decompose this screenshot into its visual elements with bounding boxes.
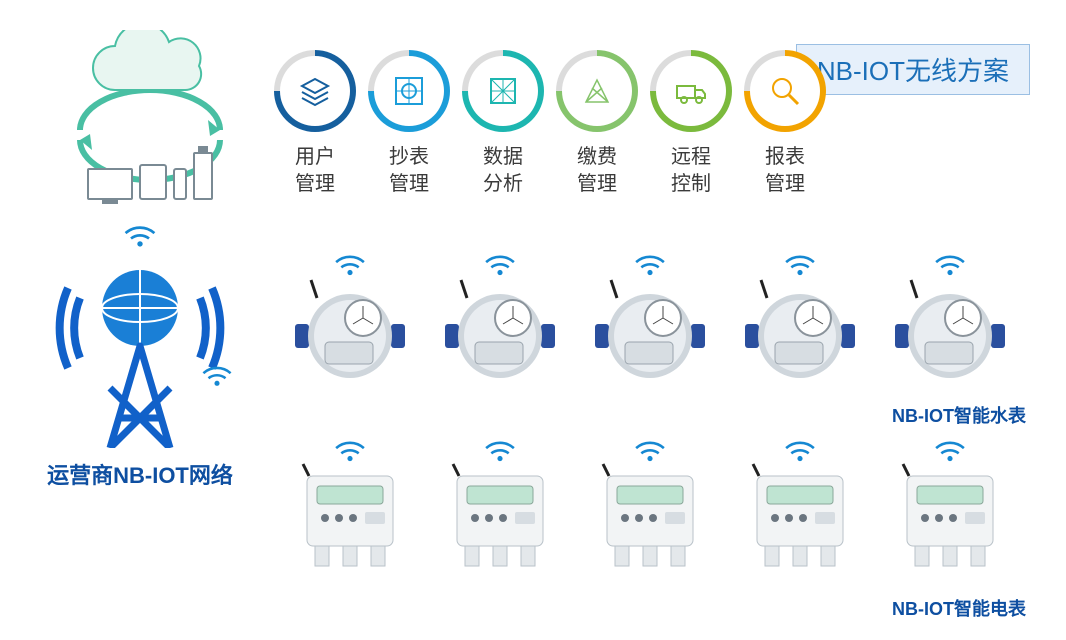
cloud-devices-icon (40, 30, 260, 200)
wifi-icon (122, 220, 158, 248)
electric-meter-icon (740, 436, 860, 572)
feature-target: 抄表 管理 (364, 50, 454, 198)
cell-tower-icon (50, 248, 230, 448)
feature-search: 报表 管理 (740, 50, 830, 198)
tablet-icon (139, 164, 167, 200)
feature-truck: 远程 控制 (646, 50, 736, 198)
cube-icon (486, 74, 520, 108)
feature-row: 用户 管理 抄表 管理 数据 分析 缴费 管理 远程 控制 报表 管理 (270, 50, 830, 198)
truck-icon (674, 74, 708, 108)
feature-cube: 数据 分析 (458, 50, 548, 198)
feature-label: 抄表 管理 (389, 144, 429, 198)
electric-meter-icon (890, 436, 1010, 572)
electric-meter-icon (290, 436, 410, 572)
water-meter-label: NB-IOT智能水表 (892, 402, 1026, 428)
layers-icon (298, 74, 332, 108)
electric-meter-icon (590, 436, 710, 572)
electric-meter-label: NB-IOT智能电表 (892, 595, 1026, 621)
water-meter-icon (290, 250, 410, 386)
target-icon (392, 74, 426, 108)
feature-label: 用户 管理 (295, 144, 335, 198)
phone-icon (173, 168, 187, 200)
electric-meter-row (290, 436, 1010, 572)
feature-label: 数据 分析 (483, 144, 523, 198)
triangles-icon (580, 74, 614, 108)
water-meter-icon (740, 250, 860, 386)
feature-label: 远程 控制 (671, 144, 711, 198)
feature-layers: 用户 管理 (270, 50, 360, 198)
feature-label: 报表 管理 (765, 144, 805, 198)
monitor-icon (87, 168, 133, 200)
water-meter-icon (440, 250, 560, 386)
feature-triangles: 缴费 管理 (552, 50, 642, 198)
search-icon (768, 74, 802, 108)
wifi-icon (200, 360, 234, 388)
electric-meter-icon (440, 436, 560, 572)
water-meter-row (290, 250, 1010, 386)
feature-label: 缴费 管理 (577, 144, 617, 198)
pc-tower-icon (193, 152, 213, 200)
title-box: NB-IOT无线方案 (796, 44, 1030, 95)
water-meter-icon (890, 250, 1010, 386)
water-meter-icon (590, 250, 710, 386)
network-label: 运营商NB-IOT网络 (47, 458, 233, 490)
